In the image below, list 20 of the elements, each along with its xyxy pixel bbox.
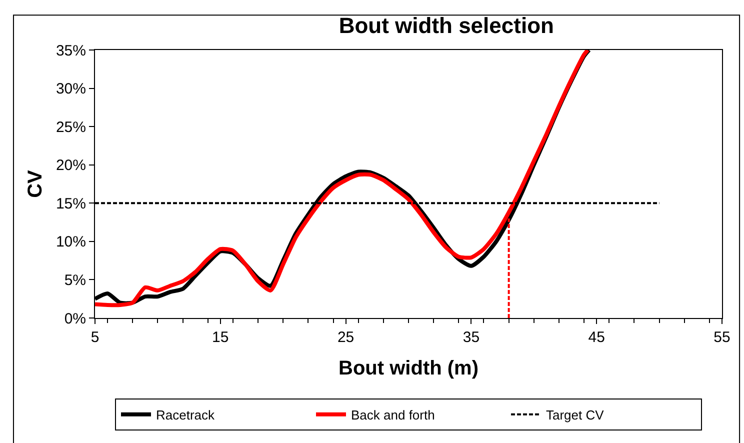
y-tick-label: 10% [56, 234, 86, 251]
y-tick-label: 5% [64, 272, 86, 289]
legend-label: Target CV [546, 407, 604, 422]
x-tick-label: 15 [212, 329, 229, 346]
y-tick-label: 35% [56, 42, 86, 60]
x-tick-label: 25 [337, 329, 354, 346]
y-tick-label: 15% [56, 195, 86, 212]
x-tick-label: 35 [462, 329, 480, 346]
y-tick-label: 20% [56, 157, 86, 174]
y-tick-label: 0% [64, 310, 86, 328]
legend-label: Racetrack [156, 407, 216, 422]
y-axis-title: CV [24, 169, 46, 198]
x-axis-title: Bout width (m) [338, 358, 478, 380]
y-tick-label: 30% [56, 80, 86, 98]
y-tick-label: 25% [56, 118, 86, 136]
x-tick-label: 55 [714, 329, 730, 346]
chart-title: Bout width selection [338, 13, 554, 38]
x-tick-label: 45 [588, 329, 605, 346]
legend-label: Back and forth [351, 407, 435, 422]
x-tick-label: 5 [90, 329, 100, 346]
